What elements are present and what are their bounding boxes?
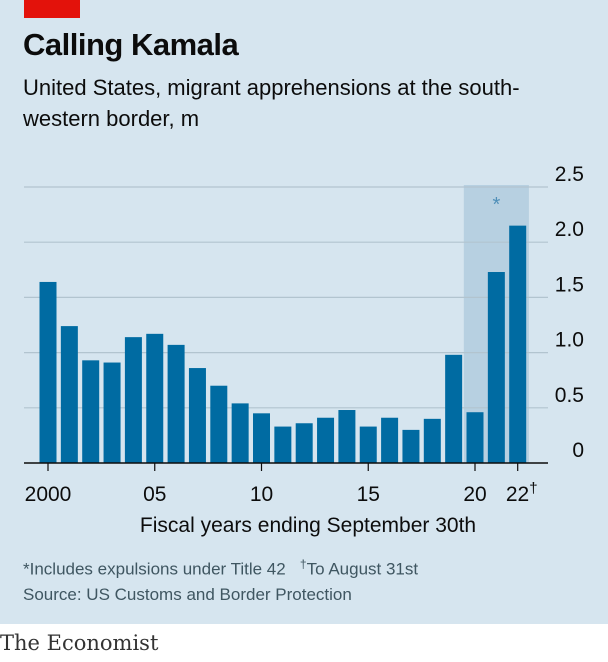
x-axis-label: Fiscal years ending September 30th	[139, 514, 477, 537]
bar-2006	[167, 344, 185, 463]
source-note: Source: US Customs and Border Protection	[23, 585, 352, 604]
chart-subtitle: United States, migrant apprehensions at …	[23, 75, 520, 131]
bar-2015	[359, 426, 377, 463]
bar-2016	[381, 417, 399, 463]
dagger-mark: †	[299, 557, 307, 571]
bar-2001	[60, 326, 78, 463]
bar-2022	[509, 225, 527, 463]
brand-red-tag	[24, 0, 80, 18]
bar-2000	[39, 281, 57, 463]
bar-2011	[274, 426, 292, 463]
bar-2005	[146, 333, 164, 463]
x-tick-label: 05	[143, 483, 166, 506]
y-tick-label: 0	[572, 439, 584, 462]
footnote-title-42: *Includes expulsions under Title 42	[23, 559, 286, 579]
bar-2007	[188, 368, 206, 463]
bar-2003	[103, 362, 121, 463]
bar-2014	[338, 410, 356, 463]
bar-2004	[124, 337, 142, 463]
x-tick-label: 22†	[506, 480, 538, 506]
publisher-logo: The Economist	[0, 631, 159, 655]
bar-2017	[402, 429, 420, 463]
x-tick-label: 10	[250, 483, 273, 506]
x-tick-label: 15	[357, 483, 380, 506]
bar-2012	[295, 423, 313, 463]
bar-2008	[210, 385, 228, 463]
bar-2002	[82, 360, 100, 463]
y-tick-label: 2.0	[555, 218, 584, 241]
chart-title: Calling Kamala	[23, 27, 239, 62]
bar-2021	[487, 272, 505, 463]
bar-2009	[231, 403, 249, 463]
bar-2018	[423, 418, 441, 463]
bar-2013	[317, 417, 335, 463]
footnote-august: To August 31st	[306, 559, 419, 579]
x-tick-label: 20	[463, 483, 486, 506]
bar-2019	[445, 354, 463, 463]
bar-2020	[466, 412, 484, 463]
y-tick-label: 2.5	[555, 163, 584, 186]
footnote: *Includes expulsions under Title 42 †To …	[23, 557, 418, 580]
y-tick-label: 1.5	[555, 273, 584, 296]
y-tick-label: 0.5	[555, 384, 584, 407]
y-tick-label: 1.0	[555, 329, 584, 352]
bar-chart: * 0 0.5 1.0 1.5 2.0 2.5 2000 05 10 15 20 22†	[24, 163, 584, 506]
bar-2010	[253, 413, 270, 463]
x-tick-label: 2000	[25, 483, 72, 506]
highlight-asterisk: *	[492, 194, 500, 216]
